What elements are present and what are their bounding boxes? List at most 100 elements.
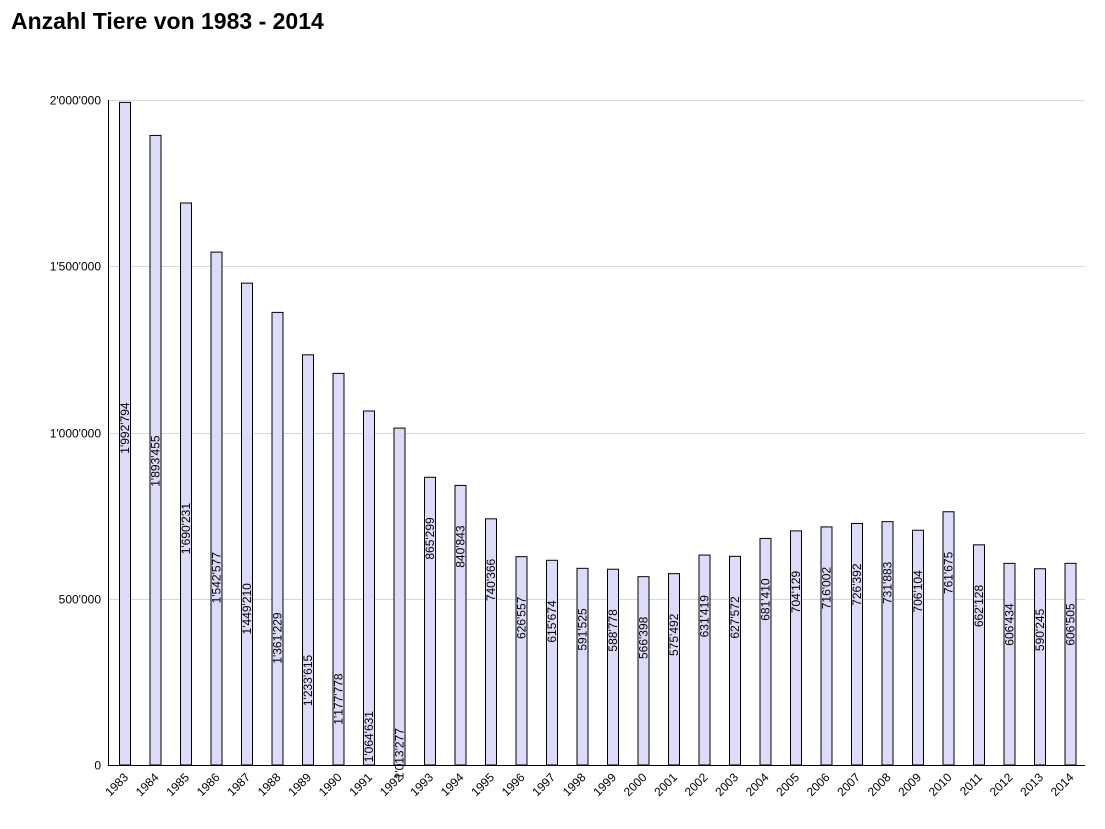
- value-label: 1'013'277: [393, 728, 407, 780]
- x-tick-label: 2014: [1048, 770, 1077, 799]
- bar: [393, 427, 406, 766]
- value-label: 716'002: [820, 567, 834, 610]
- x-tick-label: 1985: [163, 770, 192, 799]
- value-label: 1'992'794: [118, 402, 132, 454]
- bar: [1003, 562, 1016, 766]
- bar: [790, 530, 802, 766]
- bars: [119, 101, 1077, 766]
- bar: [271, 311, 284, 766]
- bar: [881, 521, 894, 766]
- chart-title: Anzahl Tiere von 1983 - 2014: [11, 8, 324, 34]
- bar: [485, 518, 497, 766]
- value-label: 615'674: [545, 600, 559, 643]
- bar: [820, 526, 833, 766]
- bar: [1064, 562, 1077, 766]
- x-tick-label: 1987: [224, 770, 253, 799]
- bar: [546, 559, 558, 766]
- x-tick-label: 1995: [468, 770, 497, 799]
- bar: [698, 554, 711, 766]
- x-tick-label: 1996: [499, 770, 528, 799]
- bar: [637, 576, 650, 766]
- x-tick-label: 2002: [682, 770, 711, 799]
- x-tick-label: 1990: [316, 770, 345, 799]
- bar: [180, 202, 192, 766]
- value-label: 588'778: [606, 609, 620, 652]
- axes: [108, 100, 1085, 766]
- y-tick-label: 1'000'000: [50, 427, 102, 441]
- y-tick-label: 500'000: [59, 593, 102, 607]
- bar: [729, 555, 741, 766]
- value-label: 606'434: [1003, 603, 1017, 646]
- value-label: 591'525: [576, 608, 590, 651]
- x-tick-label: 2007: [834, 770, 863, 799]
- x-tick-label: 2013: [1017, 770, 1046, 799]
- value-label: 626'557: [515, 596, 529, 639]
- x-tick-label: 2003: [712, 770, 741, 799]
- bar: [912, 529, 924, 766]
- bar: [759, 537, 772, 766]
- x-tick-label: 2010: [926, 770, 955, 799]
- bar: [210, 251, 223, 766]
- value-label: 731'883: [881, 561, 895, 604]
- value-label: 1'893'455: [149, 435, 163, 487]
- value-label: 706'104: [911, 570, 925, 613]
- x-tick-label: 1999: [590, 770, 619, 799]
- value-label: 575'492: [667, 613, 681, 656]
- x-tick-label: 2004: [743, 770, 772, 799]
- value-label: 1'064'631: [362, 711, 376, 763]
- x-tick-label: 1998: [560, 770, 589, 799]
- x-tick-label: 2011: [957, 770, 985, 798]
- y-tick-labels: 0 500'000 1'000'000 1'500'000 2'000'000: [50, 94, 102, 773]
- bar: [515, 556, 528, 766]
- x-tick-label: 2001: [651, 770, 680, 799]
- x-tick-label: 2000: [621, 770, 650, 799]
- x-tick-label: 1991: [346, 770, 375, 799]
- value-label: 1'690'231: [179, 503, 193, 555]
- y-tick-label: 2'000'000: [50, 94, 102, 108]
- value-label: 1'449'210: [240, 583, 254, 635]
- value-label: 704'129: [789, 571, 803, 614]
- x-tick-label: 2009: [895, 770, 924, 799]
- x-tick-label: 1989: [285, 770, 314, 799]
- x-tick-label: 1994: [438, 770, 467, 799]
- value-label: 627'572: [728, 596, 742, 639]
- value-label: 681'410: [759, 578, 773, 621]
- x-tick-label: 1984: [133, 770, 162, 799]
- value-label: 740'366: [484, 559, 498, 602]
- x-tick-label: 1988: [255, 770, 284, 799]
- x-tick-label: 1986: [194, 770, 223, 799]
- value-label: 566'398: [637, 616, 651, 659]
- value-label: 662'128: [972, 585, 986, 628]
- bar: [576, 567, 589, 766]
- bar: [1034, 568, 1046, 766]
- value-label: 761'675: [942, 551, 956, 594]
- x-tick-label: 2012: [987, 770, 1016, 799]
- bar: [607, 568, 619, 766]
- value-label: 865'299: [423, 517, 437, 560]
- value-label: 1'177'778: [332, 673, 346, 725]
- value-label: 726'392: [850, 563, 864, 606]
- value-label: 590'245: [1033, 608, 1047, 651]
- x-tick-label: 1997: [529, 770, 558, 799]
- x-tick-label: 2005: [773, 770, 802, 799]
- bar: [942, 511, 955, 766]
- bar: [241, 282, 253, 766]
- y-tick-label: 1'500'000: [50, 260, 102, 274]
- x-tick-labels: 1983 1984 1985 1986 1987 1988 1989 1990 1991 1992…: [102, 770, 1077, 799]
- bar: [668, 573, 680, 766]
- value-label: 1'542'577: [210, 552, 224, 604]
- x-tick-label: 2006: [804, 770, 833, 799]
- value-label: 1'361'229: [271, 612, 285, 664]
- x-tick-label: 1983: [102, 770, 131, 799]
- y-tick-label: 0: [94, 759, 101, 773]
- bar: [851, 522, 863, 766]
- x-tick-label: 2008: [865, 770, 894, 799]
- grid-lines: [108, 100, 1085, 600]
- bar: [973, 544, 985, 766]
- value-label: 606'505: [1064, 603, 1078, 646]
- value-label: 1'233'615: [301, 655, 315, 707]
- value-labels: 1'992'794 1'893'455 1'690'231 1'542'577 1'44…: [118, 402, 1078, 779]
- value-label: 631'419: [698, 595, 712, 638]
